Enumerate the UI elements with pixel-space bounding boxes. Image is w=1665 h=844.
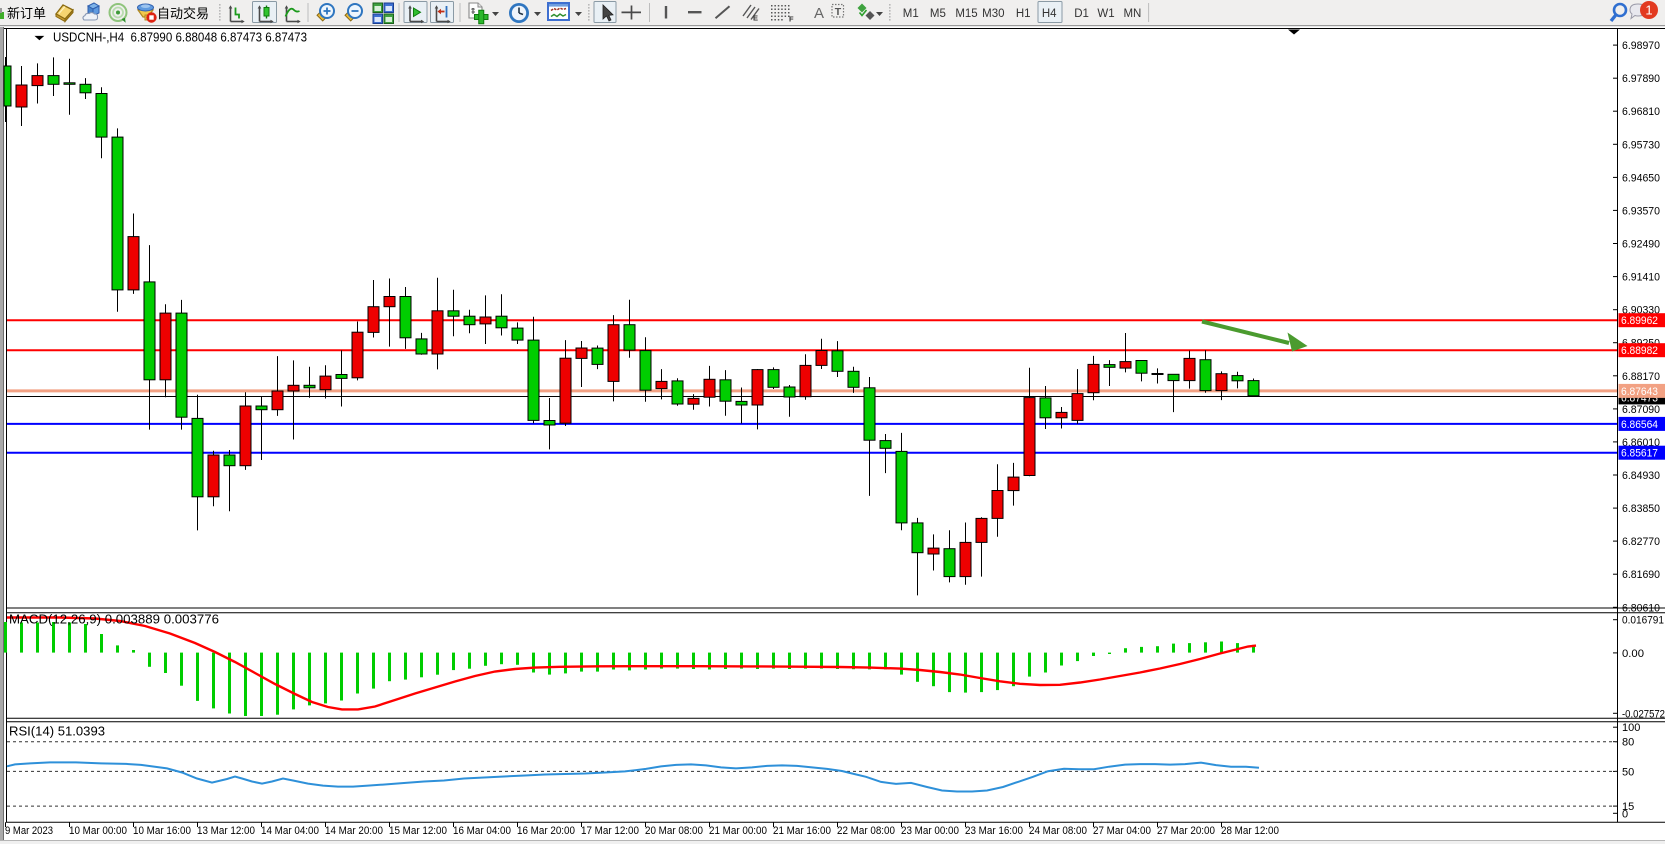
svg-text:6.94650: 6.94650	[1622, 172, 1660, 184]
svg-text:80: 80	[1622, 737, 1634, 749]
svg-text:6.98970: 6.98970	[1622, 40, 1660, 52]
svg-text:6.85617: 6.85617	[1621, 448, 1658, 460]
svg-text:27 Mar 04:00: 27 Mar 04:00	[1093, 825, 1151, 837]
svg-text:6.93570: 6.93570	[1622, 205, 1660, 217]
svg-text:M1: M1	[903, 8, 919, 20]
svg-text:100: 100	[1622, 722, 1640, 734]
svg-text:6.96810: 6.96810	[1622, 106, 1660, 118]
svg-text:15 Mar 12:00: 15 Mar 12:00	[389, 825, 447, 837]
svg-text:0.016791: 0.016791	[1622, 615, 1664, 627]
svg-text:MN: MN	[1123, 8, 1141, 20]
svg-text:6.91410: 6.91410	[1622, 272, 1660, 284]
svg-text:A: A	[814, 5, 824, 22]
svg-text:W1: W1	[1097, 8, 1114, 20]
svg-text:6.97890: 6.97890	[1622, 73, 1660, 85]
svg-text:E: E	[753, 14, 758, 23]
svg-text:6.89962: 6.89962	[1621, 315, 1658, 327]
svg-text:自动交易: 自动交易	[157, 6, 209, 21]
svg-text:21 Mar 00:00: 21 Mar 00:00	[709, 825, 767, 837]
svg-text:6.95730: 6.95730	[1622, 139, 1660, 151]
svg-text:RSI(14) 51.0393: RSI(14) 51.0393	[9, 725, 105, 739]
svg-text:F: F	[789, 15, 794, 24]
svg-text:6.87643: 6.87643	[1621, 386, 1658, 398]
svg-text:USDCNH-,H4 6.87990 6.88048 6.: USDCNH-,H4 6.87990 6.88048 6.87473 6.874…	[53, 31, 307, 45]
svg-text:H4: H4	[1042, 8, 1057, 20]
svg-text:6.87090: 6.87090	[1622, 404, 1660, 416]
svg-text:D1: D1	[1074, 8, 1089, 20]
svg-text:13 Mar 12:00: 13 Mar 12:00	[197, 825, 255, 837]
svg-text:1: 1	[1645, 3, 1652, 18]
svg-text:16 Mar 20:00: 16 Mar 20:00	[517, 825, 575, 837]
svg-text:6.83850: 6.83850	[1622, 503, 1660, 515]
svg-text:24 Mar 08:00: 24 Mar 08:00	[1029, 825, 1087, 837]
svg-text:20 Mar 08:00: 20 Mar 08:00	[645, 825, 703, 837]
svg-text:23 Mar 16:00: 23 Mar 16:00	[965, 825, 1023, 837]
svg-text:27 Mar 20:00: 27 Mar 20:00	[1157, 825, 1215, 837]
svg-text:M30: M30	[982, 8, 1004, 20]
svg-text:14 Mar 04:00: 14 Mar 04:00	[261, 825, 319, 837]
svg-text:6.82770: 6.82770	[1622, 536, 1660, 548]
svg-text:新订单: 新订单	[7, 6, 46, 21]
svg-text:0.00: 0.00	[1622, 648, 1644, 660]
svg-text:16 Mar 04:00: 16 Mar 04:00	[453, 825, 511, 837]
svg-text:6.88982: 6.88982	[1621, 345, 1658, 357]
svg-text:-0.027572: -0.027572	[1622, 708, 1665, 720]
svg-text:6.92490: 6.92490	[1622, 239, 1660, 251]
svg-text:14 Mar 20:00: 14 Mar 20:00	[325, 825, 383, 837]
svg-text:28 Mar 12:00: 28 Mar 12:00	[1221, 825, 1279, 837]
svg-text:10 Mar 16:00: 10 Mar 16:00	[133, 825, 191, 837]
svg-text:21 Mar 16:00: 21 Mar 16:00	[773, 825, 831, 837]
svg-text:50: 50	[1622, 766, 1634, 778]
svg-text:M15: M15	[955, 8, 977, 20]
svg-text:22 Mar 08:00: 22 Mar 08:00	[837, 825, 895, 837]
svg-text:6.80610: 6.80610	[1622, 602, 1660, 614]
svg-text:15: 15	[1622, 801, 1634, 813]
svg-text:23 Mar 00:00: 23 Mar 00:00	[901, 825, 959, 837]
svg-text:T: T	[835, 6, 842, 18]
svg-text:MACD(12,26,9) 0.003889 0.00377: MACD(12,26,9) 0.003889 0.003776	[9, 613, 219, 627]
svg-text:6.81690: 6.81690	[1622, 569, 1660, 581]
svg-text:6.86564: 6.86564	[1621, 419, 1658, 431]
svg-text:M5: M5	[930, 8, 946, 20]
svg-text:9 Mar 2023: 9 Mar 2023	[5, 825, 53, 837]
svg-text:0: 0	[1622, 808, 1628, 820]
svg-text:6.84930: 6.84930	[1622, 470, 1660, 482]
svg-text:10 Mar 00:00: 10 Mar 00:00	[69, 825, 127, 837]
svg-text:6.88170: 6.88170	[1622, 371, 1660, 383]
svg-text:17 Mar 12:00: 17 Mar 12:00	[581, 825, 639, 837]
svg-text:H1: H1	[1016, 8, 1031, 20]
